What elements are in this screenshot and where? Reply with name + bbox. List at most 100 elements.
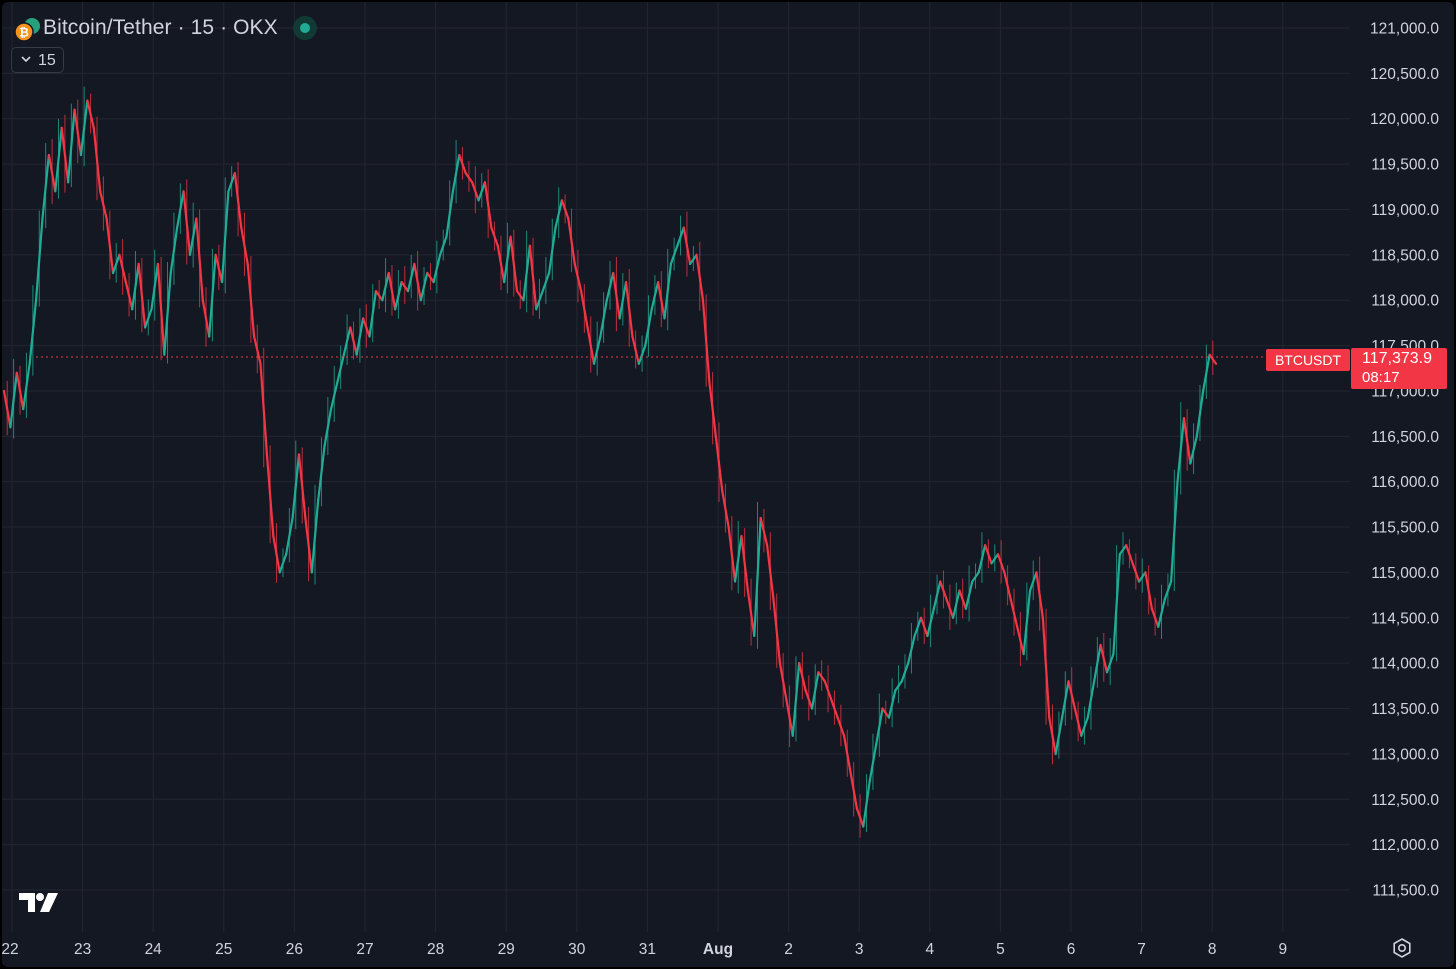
bitcoin-tether-icon: ₿ [14,18,40,42]
price-segment [1067,680,1077,710]
price-segment [227,172,236,193]
price-segment [285,516,294,556]
price-segment [528,244,538,311]
price-segment [483,181,493,229]
price-segment [54,126,63,193]
price-segment [612,271,621,320]
price-segment [637,344,647,365]
price-segment [1028,571,1038,592]
price-segment [1189,435,1198,465]
price-segment [907,634,916,665]
price-segment [1016,625,1025,656]
price-segment [323,407,333,447]
price-segment [278,553,288,574]
price-segment [208,253,217,338]
price-segment [522,244,531,302]
price-segment [1150,607,1160,628]
price-segment [656,280,666,320]
tradingview-logo[interactable] [18,890,62,916]
price-segment [875,707,884,746]
price-segment [971,571,980,583]
x-tick-label: 4 [925,941,934,958]
price-segment [163,271,172,356]
price-segment [951,589,961,619]
x-tick-label: 29 [498,941,515,958]
price-segment [1054,716,1064,755]
price-segment [823,680,833,701]
x-tick-label: 2 [784,941,793,958]
x-tick-label: 3 [855,941,864,958]
x-tick-label: 25 [215,941,232,958]
price-segment [714,435,724,492]
last-price-value: 117,373.9 [1362,350,1432,367]
price-segment [599,299,608,338]
price-segment [868,743,878,783]
price-segment [932,580,942,610]
price-segment [958,589,968,610]
price-segment [586,326,596,365]
price-segment [1202,353,1211,393]
price-segment [560,199,570,220]
price-segment [86,99,95,129]
x-tick-label: 26 [286,941,303,958]
price-segment [1131,562,1141,583]
price-segment [695,253,705,302]
price-segment [272,535,281,574]
x-tick-label: 30 [568,941,586,958]
price-segment [849,770,858,810]
settings-icon[interactable] [1391,937,1413,959]
price-segment [810,671,820,710]
y-tick-label: 115,000.0 [1371,565,1439,582]
price-segment [721,489,730,529]
price-segment [1208,353,1218,365]
price-segment [310,498,320,574]
price-segment [150,262,160,311]
price-segment [836,716,846,737]
price-segment [131,262,140,311]
y-axis-labels: 121,000.0 120,500.0 120,000.0 119,500.0 119,… [1370,21,1439,900]
price-segment [1118,544,1128,556]
price-segment [406,262,416,293]
price-segment [413,262,422,302]
price-segment [926,607,935,638]
price-segment [881,707,891,719]
price-segment [118,253,127,284]
price-segment [842,734,852,774]
price-segment [92,126,102,193]
price-segment [1125,544,1134,565]
price-segment [990,553,1000,565]
price-segment [618,280,628,320]
price-segment [701,299,711,383]
price-segment [99,190,108,220]
y-tick-label: 112,500.0 [1371,792,1439,809]
x-tick-label: 22 [2,941,19,958]
price-segment [105,217,115,275]
price-segment [297,453,307,520]
price-segment [1009,598,1019,628]
price-segment [252,335,262,365]
price-segment [381,271,390,302]
symbol-price-label: BTCUSDT [1266,349,1350,371]
price-segment [535,290,544,311]
price-segment [1157,598,1166,628]
x-tick-label: 5 [996,941,1005,958]
x-tick-label: Aug [703,941,733,958]
horizontal-gridlines [2,27,1350,891]
price-segment [362,317,371,338]
price-segment [945,598,955,619]
x-tick-label: 27 [356,941,373,958]
price-segment [355,317,365,356]
price-segment [900,662,910,683]
y-tick-label: 114,000.0 [1371,656,1439,673]
y-tick-label: 119,000.0 [1371,202,1439,219]
price-segment [1048,716,1057,755]
price-segment [554,199,564,229]
price-segment [650,280,660,311]
x-tick-label: 24 [145,941,163,958]
price-segment [1112,553,1121,656]
price-segment [509,235,519,293]
price-segment [887,689,897,719]
interval-selector[interactable]: 15 [11,47,64,73]
